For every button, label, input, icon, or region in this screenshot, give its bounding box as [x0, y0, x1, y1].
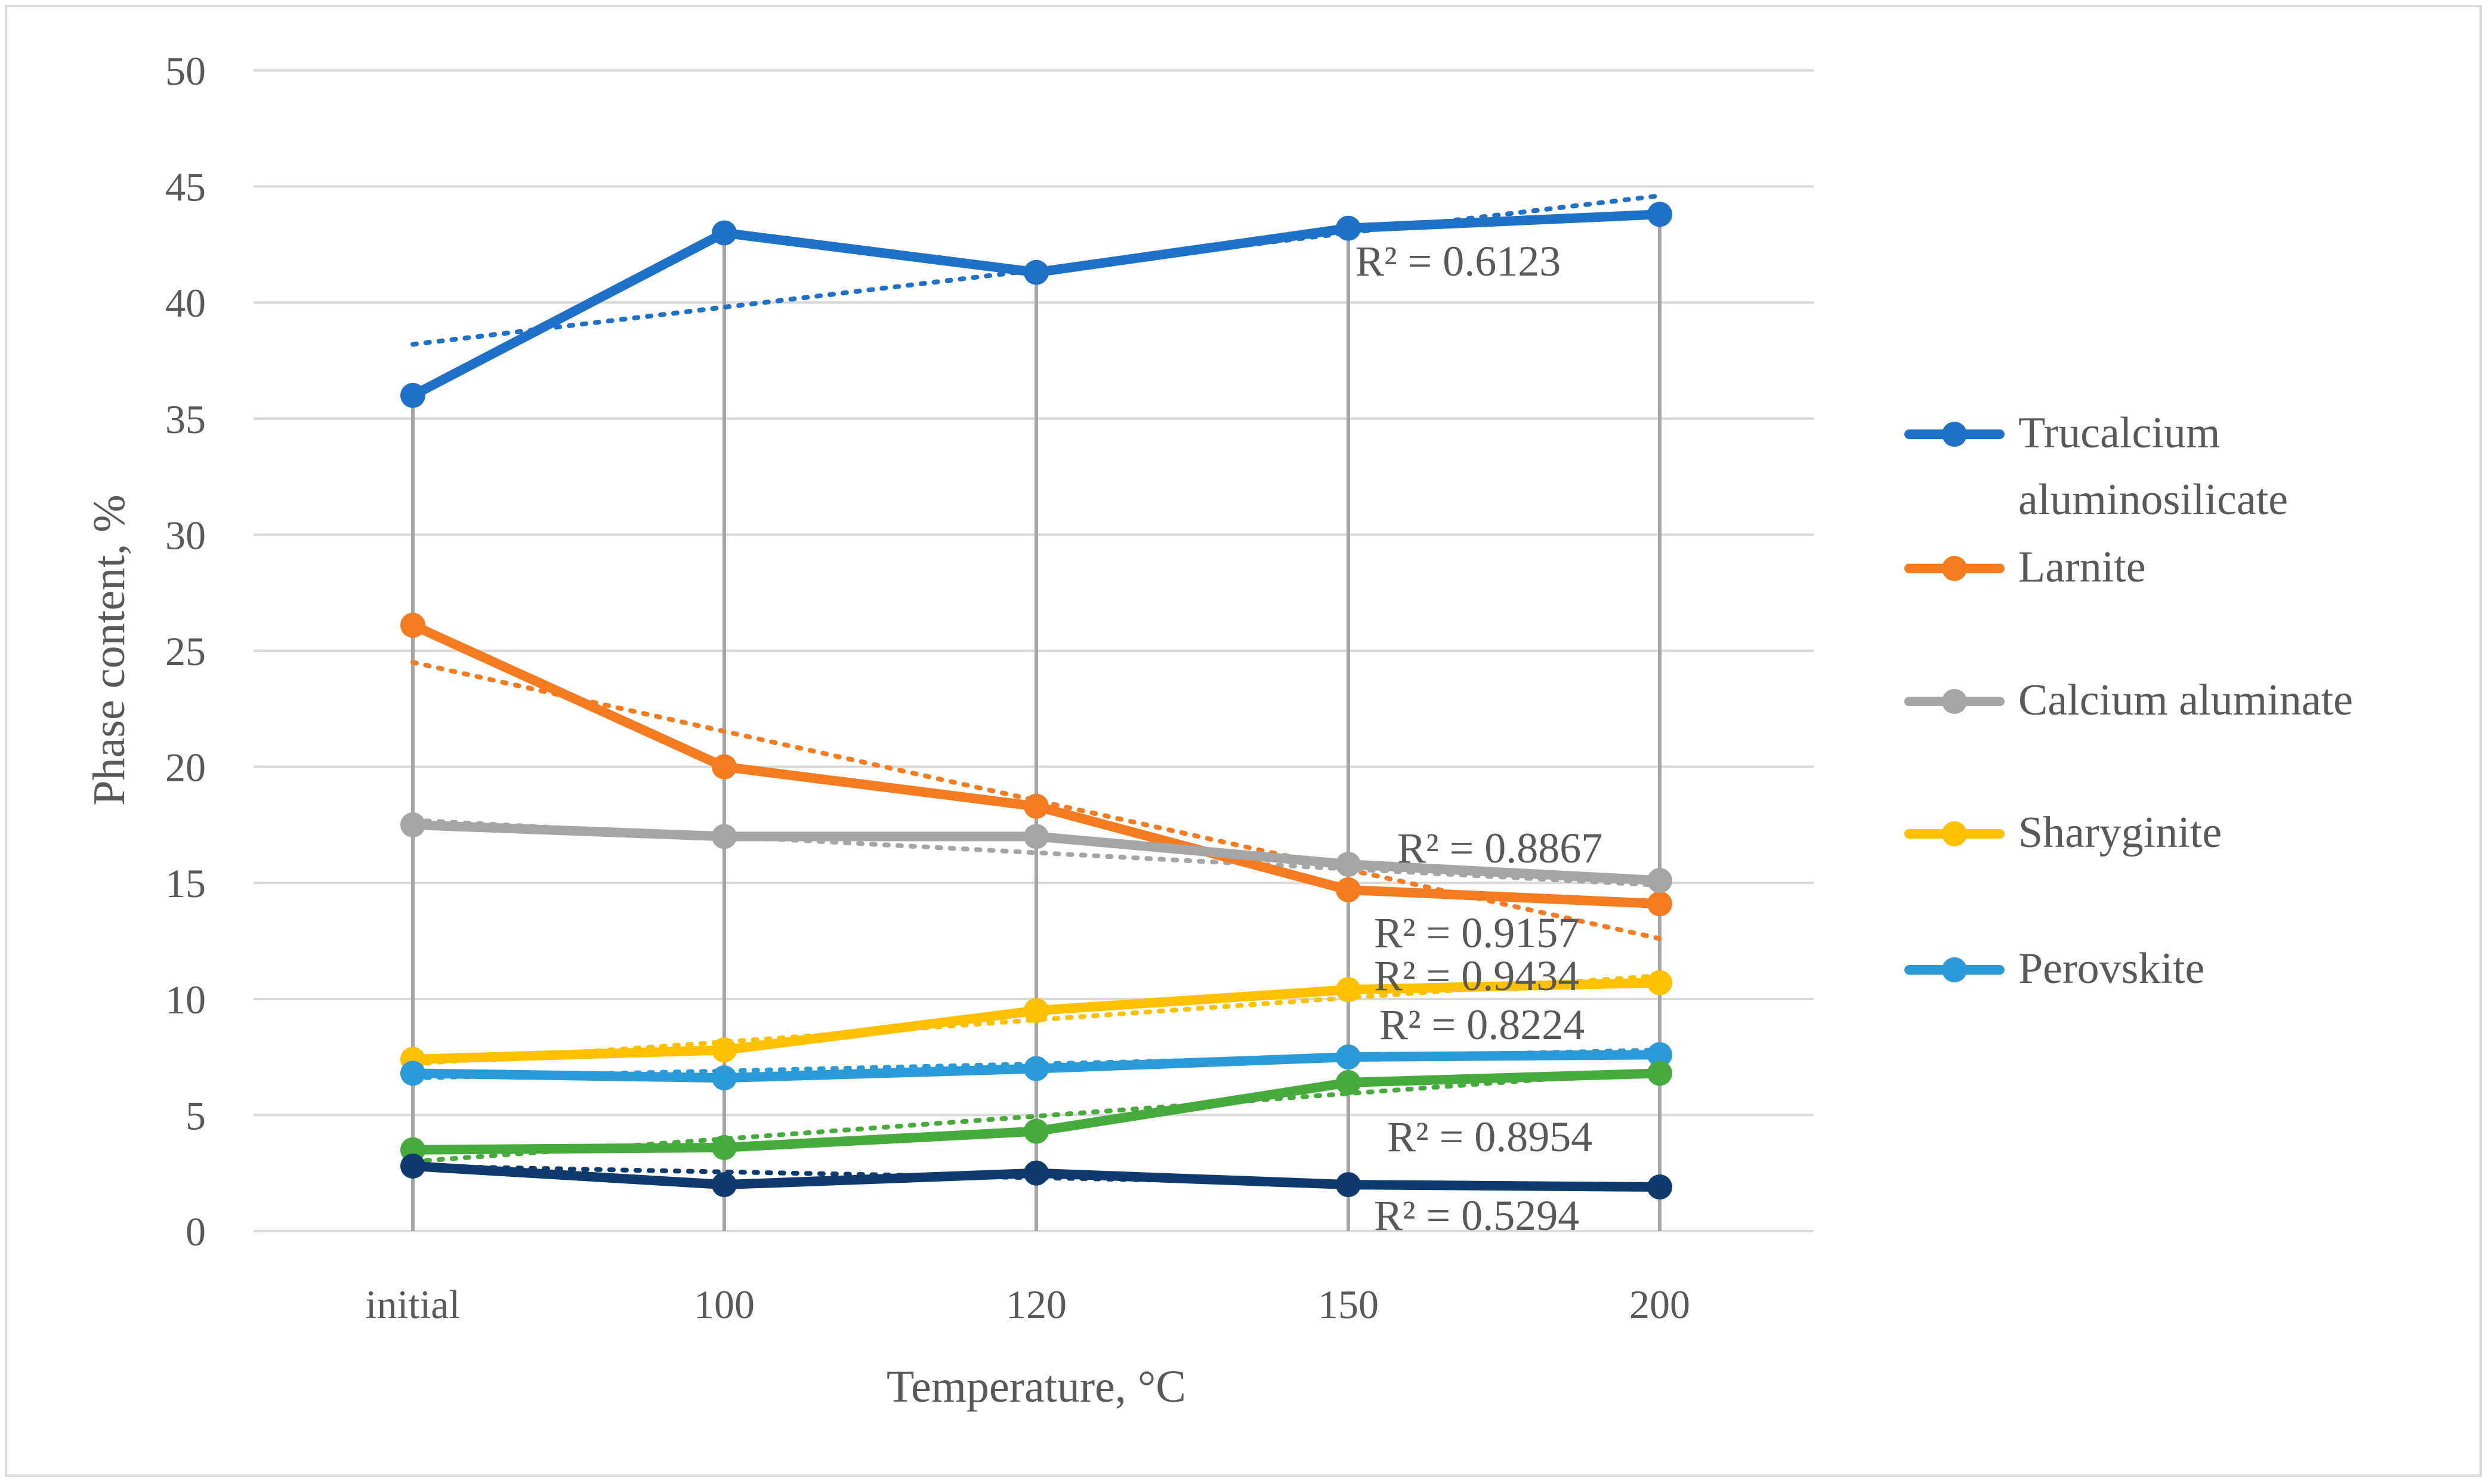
data-point-s6-100[interactable] — [712, 1172, 737, 1198]
legend-swatch-marker-1 — [1942, 556, 1967, 581]
data-point-s1-initial[interactable] — [400, 613, 425, 638]
legend-label-series-2-line-0: Calcium aluminate — [2018, 676, 2353, 725]
x-tick-label-initial: initial — [366, 1282, 461, 1327]
data-point-s2-120[interactable] — [1024, 824, 1049, 849]
x-tick-label-100: 100 — [694, 1282, 755, 1327]
data-point-s5-120[interactable] — [1024, 1118, 1049, 1144]
data-point-s0-initial[interactable] — [400, 382, 425, 408]
data-point-s1-200[interactable] — [1647, 891, 1672, 917]
y-tick-label-25: 25 — [165, 629, 206, 674]
data-point-s3-150[interactable] — [1336, 977, 1361, 1003]
legend-swatch-marker-4 — [1942, 957, 1967, 982]
r2-label-series-0: R² = 0.6123 — [1355, 237, 1561, 285]
data-point-s4-100[interactable] — [712, 1065, 737, 1091]
r2-label-series-5: R² = 0.8954 — [1387, 1113, 1592, 1161]
x-tick-label-200: 200 — [1629, 1282, 1690, 1327]
legend-label-series-0-line-1: aluminosilicate — [2018, 475, 2288, 524]
data-point-s6-150[interactable] — [1336, 1172, 1361, 1198]
data-point-s0-150[interactable] — [1336, 215, 1361, 241]
legend-label-series-0-line-0: Trucalcium — [2018, 409, 2220, 457]
x-tick-label-150: 150 — [1318, 1282, 1379, 1327]
r2-label-series-6: R² = 0.5294 — [1374, 1192, 1579, 1239]
y-axis-title: Phase content, % — [84, 494, 134, 805]
data-point-s1-100[interactable] — [712, 754, 737, 780]
data-point-s3-100[interactable] — [712, 1037, 737, 1063]
data-point-s2-initial[interactable] — [400, 812, 425, 837]
legend-label-series-4-line-0: Perovskite — [2018, 944, 2204, 993]
data-point-s6-initial[interactable] — [400, 1154, 425, 1179]
y-tick-label-45: 45 — [165, 165, 206, 210]
y-tick-label-10: 10 — [165, 977, 206, 1022]
y-tick-label-35: 35 — [165, 397, 206, 442]
legend-label-series-3-line-0: Sharyginite — [2018, 808, 2222, 857]
y-tick-label-30: 30 — [165, 512, 206, 558]
data-point-s4-120[interactable] — [1024, 1056, 1049, 1081]
y-tick-label-40: 40 — [165, 280, 206, 326]
legend-label-series-1-line-0: Larnite — [2018, 543, 2146, 592]
data-point-s0-100[interactable] — [712, 220, 737, 246]
x-axis-title: Temperature, °C — [887, 1362, 1186, 1412]
legend-swatch-marker-2 — [1942, 689, 1967, 714]
r2-label-series-1: R² = 0.9157 — [1374, 909, 1579, 957]
data-point-s0-120[interactable] — [1024, 259, 1049, 285]
y-tick-label-20: 20 — [165, 745, 206, 790]
data-point-s0-200[interactable] — [1647, 202, 1672, 227]
x-tick-label-120: 120 — [1006, 1282, 1067, 1327]
legend-swatch-marker-3 — [1942, 821, 1967, 846]
data-point-s2-200[interactable] — [1647, 868, 1672, 894]
data-point-s4-150[interactable] — [1336, 1044, 1361, 1070]
data-point-s1-120[interactable] — [1024, 793, 1049, 819]
data-point-s3-120[interactable] — [1024, 998, 1049, 1024]
r2-label-series-4: R² = 0.8224 — [1379, 1001, 1585, 1049]
data-point-s5-200[interactable] — [1647, 1061, 1672, 1086]
r2-label-series-2: R² = 0.8867 — [1397, 824, 1602, 872]
data-point-s2-150[interactable] — [1336, 852, 1361, 877]
data-point-s3-200[interactable] — [1647, 970, 1672, 995]
data-point-s5-100[interactable] — [712, 1134, 737, 1160]
y-tick-label-0: 0 — [186, 1209, 206, 1254]
data-point-s4-initial[interactable] — [400, 1061, 425, 1086]
data-point-s5-150[interactable] — [1336, 1069, 1361, 1095]
data-point-s6-120[interactable] — [1024, 1160, 1049, 1186]
y-tick-label-50: 50 — [165, 48, 206, 94]
data-point-s4-200[interactable] — [1647, 1042, 1672, 1068]
y-tick-label-5: 5 — [186, 1093, 206, 1138]
data-point-s6-200[interactable] — [1647, 1174, 1672, 1200]
data-point-s2-100[interactable] — [712, 824, 737, 849]
legend-swatch-marker-0 — [1942, 422, 1967, 447]
data-point-s1-150[interactable] — [1336, 877, 1361, 902]
y-tick-label-15: 15 — [165, 861, 206, 906]
r2-label-series-3: R² = 0.9434 — [1374, 952, 1579, 1000]
